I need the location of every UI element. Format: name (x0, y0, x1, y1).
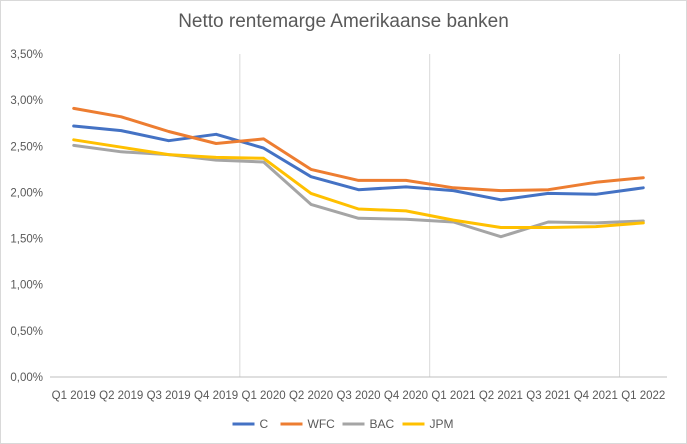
x-tick-label: Q4 2021 (574, 390, 618, 402)
legend-label: BAC (370, 417, 395, 431)
series-line-wfc (72, 106, 645, 193)
y-tick-label: 0,50% (10, 326, 43, 338)
legend: C WFC BAC JPM (232, 417, 454, 431)
y-tick-label: 0,00% (10, 372, 43, 384)
series-line-c (72, 124, 645, 202)
x-tick-label: Q2 2019 (99, 390, 143, 402)
x-tick-label: Q1 2022 (621, 390, 665, 402)
series-line-jpm (72, 138, 645, 229)
y-tick-label: 3,00% (10, 95, 43, 107)
x-tick-label: Q3 2019 (147, 390, 191, 402)
series-lines (72, 106, 645, 239)
x-tick-label: Q3 2021 (526, 390, 570, 402)
x-tick-label: Q2 2020 (289, 390, 333, 402)
legend-label: WFC (308, 417, 336, 431)
y-tick-label: 2,00% (10, 187, 43, 199)
x-tick-label: Q1 2021 (431, 390, 475, 402)
x-tick-label: Q4 2019 (194, 390, 238, 402)
x-tick-label: Q4 2020 (384, 390, 428, 402)
legend-item-bac: BAC (342, 417, 395, 431)
y-axis-ticks: 0,00% 0,50% 1,00% 1,50% 2,00% 2,50% 3,00% 3,50% (10, 49, 43, 384)
y-tick-label: 3,50% (10, 49, 43, 61)
y-tick-label: 2,50% (10, 141, 43, 153)
legend-label: C (260, 417, 269, 431)
x-axis-ticks: Q1 2019 Q2 2019 Q3 2019 Q4 2019 Q1 2020 Q2 20… (52, 390, 666, 402)
legend-item-jpm: JPM (402, 417, 454, 431)
legend-item-wfc: WFC (280, 417, 336, 431)
x-tick-label: Q3 2020 (336, 390, 380, 402)
x-tick-label: Q1 2019 (52, 390, 96, 402)
y-tick-label: 1,50% (10, 234, 43, 246)
x-tick-label: Q1 2020 (242, 390, 286, 402)
legend-label: JPM (430, 417, 454, 431)
grid-lines (50, 54, 667, 378)
legend-item-c: C (232, 417, 269, 431)
y-tick-label: 1,00% (10, 280, 43, 292)
x-tick-label: Q2 2021 (479, 390, 523, 402)
chart-title: Netto rentemarge Amerikaanse banken (178, 11, 509, 32)
